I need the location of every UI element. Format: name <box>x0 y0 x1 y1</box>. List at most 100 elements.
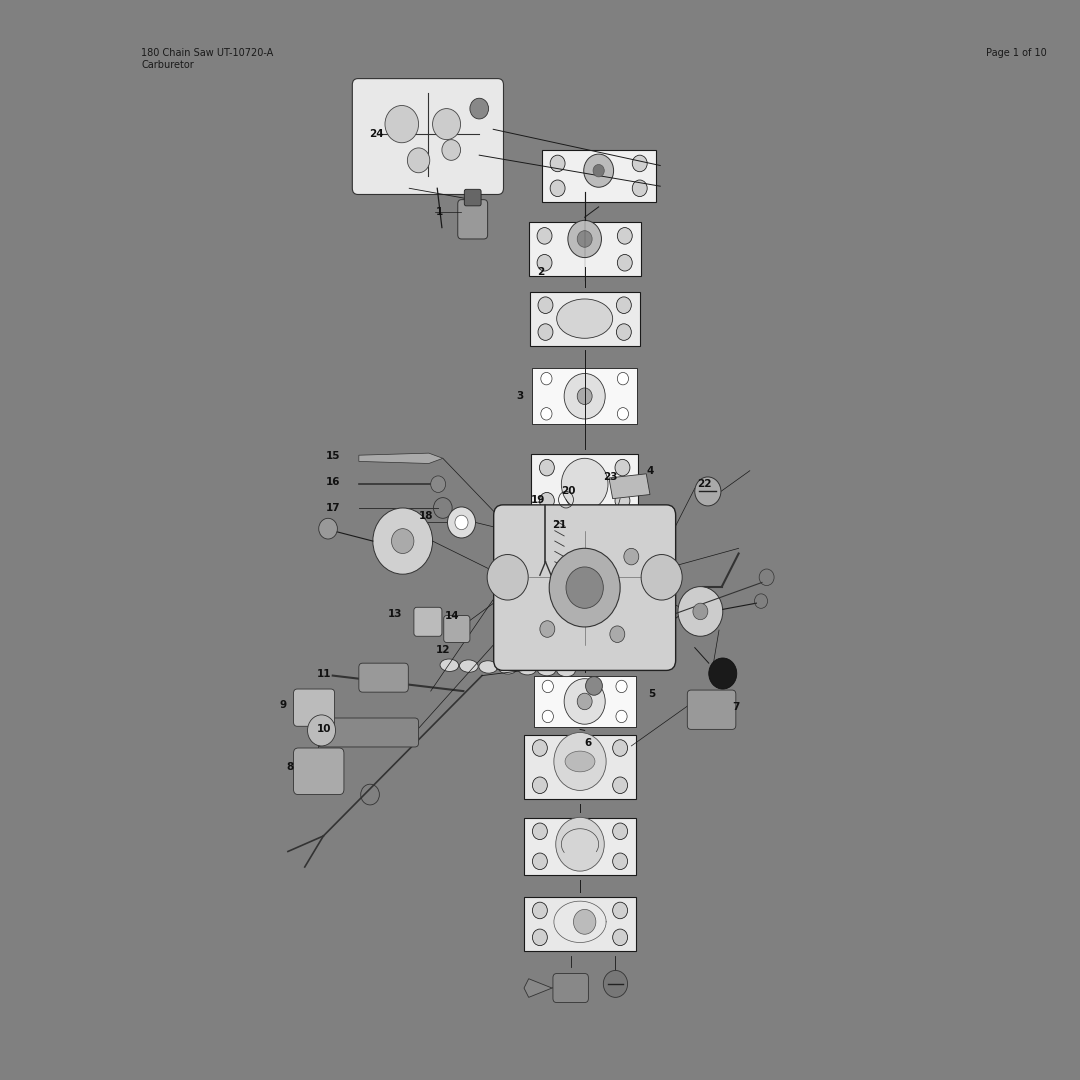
Text: 20: 20 <box>562 486 576 497</box>
Text: 21: 21 <box>552 519 567 529</box>
Circle shape <box>564 678 605 725</box>
Circle shape <box>308 715 336 746</box>
Text: 3: 3 <box>516 391 523 402</box>
Circle shape <box>542 680 553 692</box>
Circle shape <box>319 518 337 539</box>
Circle shape <box>433 109 460 139</box>
Circle shape <box>593 164 605 177</box>
Circle shape <box>612 902 627 919</box>
Circle shape <box>618 373 629 384</box>
Circle shape <box>604 971 627 997</box>
Circle shape <box>678 586 723 636</box>
Circle shape <box>407 148 430 173</box>
Ellipse shape <box>498 662 517 674</box>
Circle shape <box>556 818 605 872</box>
Circle shape <box>550 180 565 197</box>
FancyBboxPatch shape <box>294 748 343 795</box>
Text: 17: 17 <box>325 503 340 513</box>
Circle shape <box>583 154 613 187</box>
Circle shape <box>693 603 707 620</box>
Polygon shape <box>534 676 635 727</box>
Circle shape <box>532 777 548 794</box>
Circle shape <box>618 407 629 420</box>
Circle shape <box>624 549 638 565</box>
Circle shape <box>487 554 528 600</box>
Text: 2: 2 <box>537 267 544 278</box>
Circle shape <box>373 508 433 575</box>
Circle shape <box>541 407 552 420</box>
Text: 14: 14 <box>445 610 459 621</box>
FancyBboxPatch shape <box>318 718 419 747</box>
Polygon shape <box>524 818 636 875</box>
Text: 16: 16 <box>326 477 340 487</box>
Text: 5: 5 <box>648 689 656 699</box>
Circle shape <box>642 554 683 600</box>
Text: 8: 8 <box>286 761 294 771</box>
Polygon shape <box>529 222 640 276</box>
Text: 18: 18 <box>419 511 433 522</box>
Circle shape <box>694 477 721 505</box>
Polygon shape <box>524 897 636 950</box>
Text: 15: 15 <box>326 451 340 461</box>
Circle shape <box>542 711 553 723</box>
Circle shape <box>708 658 737 689</box>
Text: 22: 22 <box>697 480 711 489</box>
FancyBboxPatch shape <box>464 189 481 206</box>
Text: Carburetor: Carburetor <box>141 60 194 70</box>
Circle shape <box>539 459 554 476</box>
Polygon shape <box>532 368 637 424</box>
Text: 4: 4 <box>646 465 653 475</box>
Circle shape <box>447 507 475 538</box>
Ellipse shape <box>517 662 537 675</box>
Polygon shape <box>524 734 636 799</box>
Circle shape <box>617 297 632 313</box>
Text: 7: 7 <box>732 702 740 712</box>
FancyBboxPatch shape <box>352 79 503 194</box>
Text: 180 Chain Saw UT-10720-A: 180 Chain Saw UT-10720-A <box>141 48 273 57</box>
FancyBboxPatch shape <box>687 690 735 729</box>
Polygon shape <box>531 455 638 514</box>
FancyBboxPatch shape <box>444 616 470 643</box>
Text: 10: 10 <box>316 725 330 734</box>
Circle shape <box>618 228 632 244</box>
Circle shape <box>455 515 468 529</box>
Text: 13: 13 <box>388 608 403 619</box>
Polygon shape <box>609 474 650 499</box>
FancyBboxPatch shape <box>494 504 676 671</box>
Circle shape <box>540 621 555 637</box>
Circle shape <box>612 929 627 946</box>
Ellipse shape <box>556 664 576 677</box>
Circle shape <box>537 255 552 271</box>
Circle shape <box>568 220 602 258</box>
Polygon shape <box>529 292 639 346</box>
Text: Page 1 of 10: Page 1 of 10 <box>986 48 1047 57</box>
Ellipse shape <box>440 659 459 672</box>
Text: 23: 23 <box>604 472 618 482</box>
FancyBboxPatch shape <box>359 663 408 692</box>
FancyBboxPatch shape <box>553 973 589 1002</box>
FancyBboxPatch shape <box>294 689 335 726</box>
Circle shape <box>537 228 552 244</box>
Polygon shape <box>359 454 443 463</box>
Polygon shape <box>542 150 656 202</box>
Circle shape <box>577 693 592 710</box>
Circle shape <box>566 567 604 608</box>
Circle shape <box>632 156 647 172</box>
Circle shape <box>532 853 548 869</box>
Circle shape <box>632 180 647 197</box>
Circle shape <box>538 324 553 340</box>
Circle shape <box>612 853 627 869</box>
Circle shape <box>532 740 548 756</box>
Circle shape <box>616 711 627 723</box>
Ellipse shape <box>565 751 595 772</box>
Circle shape <box>617 324 632 340</box>
Circle shape <box>442 139 460 160</box>
Polygon shape <box>524 978 552 997</box>
Circle shape <box>562 458 608 510</box>
Circle shape <box>550 549 620 627</box>
FancyBboxPatch shape <box>414 607 442 636</box>
Circle shape <box>539 492 554 509</box>
Circle shape <box>585 676 603 696</box>
Circle shape <box>538 297 553 313</box>
Text: 11: 11 <box>316 669 330 678</box>
